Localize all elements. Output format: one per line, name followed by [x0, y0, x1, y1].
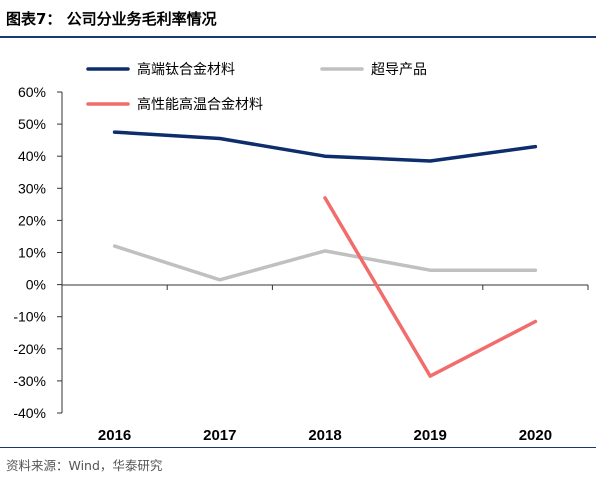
x-tick-label: 2020 — [519, 427, 552, 444]
data-point — [323, 249, 327, 253]
source-note: 资料来源：Wind，华泰研究 — [6, 458, 163, 473]
y-tick-label: -30% — [13, 373, 46, 389]
x-tick-label: 2016 — [98, 427, 131, 444]
y-tick-label: 10% — [18, 245, 46, 261]
title-rule — [0, 36, 596, 38]
x-tick-label: 2019 — [414, 427, 447, 444]
legend-label: 超导产品 — [371, 62, 427, 78]
x-tick-label: 2018 — [308, 427, 341, 444]
series-lines — [112, 130, 538, 378]
legend-label: 高性能高温合金材料 — [137, 96, 263, 113]
x-tick-label: 2017 — [203, 427, 236, 444]
data-point — [428, 159, 432, 163]
figure-title: 图表7： 公司分业务毛利率情况 — [6, 10, 217, 28]
y-tick-label: -20% — [13, 341, 46, 357]
y-tick-label: 20% — [18, 212, 46, 228]
data-point — [113, 130, 117, 134]
y-tick-label: 40% — [18, 148, 46, 164]
series-line-3 — [323, 196, 538, 378]
y-tick-label: 50% — [18, 116, 46, 132]
data-point — [218, 278, 222, 282]
x-axis: 2016 2017 2018 2019 2020 — [61, 284, 589, 444]
y-tick-label: 60% — [18, 84, 46, 100]
data-point — [323, 196, 327, 200]
data-point — [428, 374, 432, 378]
y-tick-label: -40% — [13, 405, 46, 421]
data-point — [428, 268, 432, 272]
y-tick-label: -10% — [13, 309, 46, 325]
data-point — [113, 244, 117, 248]
data-point — [218, 137, 222, 141]
data-point — [323, 154, 327, 158]
line-chart: 60% 50% 40% 30% 20% 10% 0% -10% -20% -30% -40% 201… — [13, 61, 589, 444]
data-point — [533, 320, 537, 324]
data-point — [533, 145, 537, 149]
footer-rule — [0, 447, 596, 448]
y-tick-label: 0% — [26, 277, 46, 293]
y-axis: 60% 50% 40% 30% 20% 10% 0% -10% -20% -30% -40% — [13, 84, 63, 421]
y-tick-label: 30% — [18, 180, 46, 196]
legend-label: 高端钛合金材料 — [137, 61, 235, 78]
data-point — [533, 268, 537, 272]
